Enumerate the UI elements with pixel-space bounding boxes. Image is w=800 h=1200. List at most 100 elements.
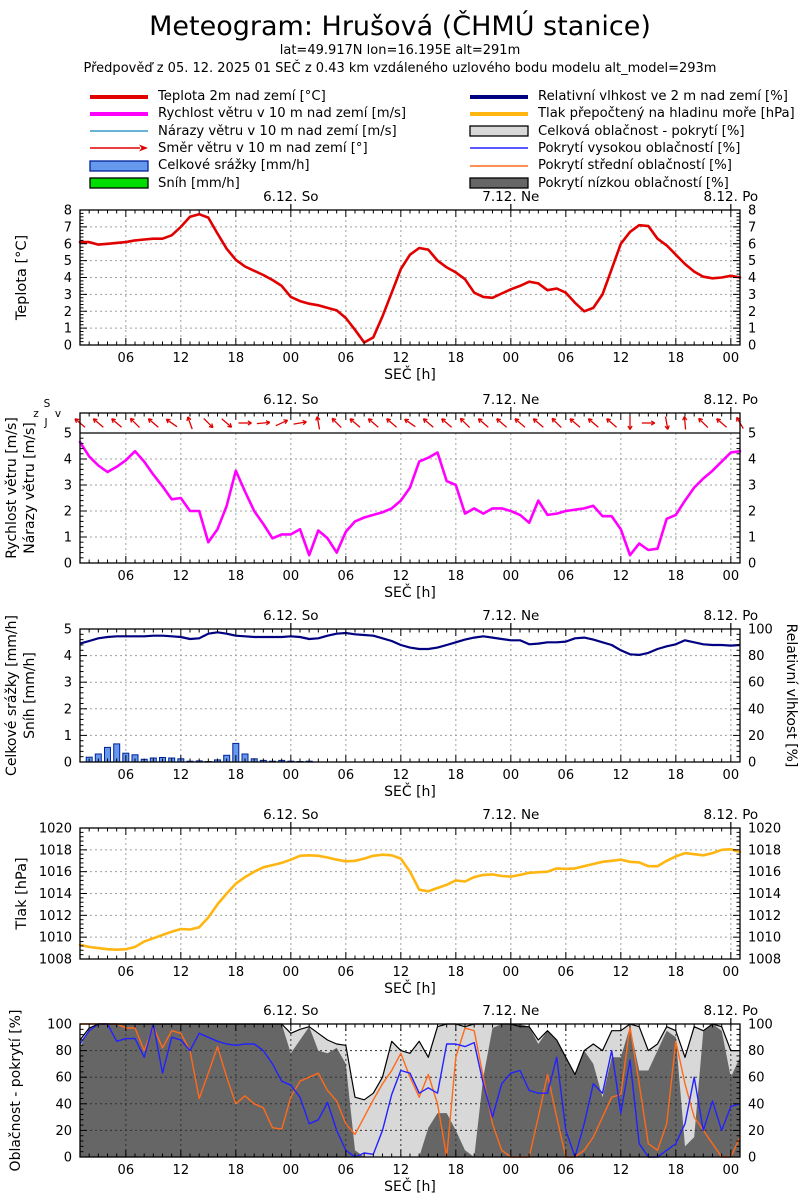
svg-text:60: 60 <box>55 1071 72 1086</box>
svg-text:18: 18 <box>668 768 685 783</box>
legend-swatch-wind-gusts-icon <box>90 130 148 132</box>
svg-text:5: 5 <box>64 254 72 269</box>
svg-text:06: 06 <box>118 351 135 366</box>
svg-text:80: 80 <box>55 1044 72 1059</box>
legend-label: Směr větru v 10 m nad zemí [°] <box>158 140 368 156</box>
svg-text:06: 06 <box>118 569 135 584</box>
svg-text:1: 1 <box>64 531 72 546</box>
svg-text:1014: 1014 <box>748 887 781 902</box>
legend-label: Teplota 2m nad zemí [°C] <box>158 89 326 104</box>
svg-text:12: 12 <box>173 965 190 980</box>
svg-text:SEČ [h]: SEČ [h] <box>384 365 436 383</box>
series-temperature <box>78 212 742 344</box>
svg-text:2: 2 <box>64 702 72 717</box>
svg-text:12: 12 <box>393 351 410 366</box>
svg-text:1016: 1016 <box>39 865 72 880</box>
svg-text:00: 00 <box>723 569 740 584</box>
wind-direction-arrows <box>74 416 744 430</box>
svg-text:Oblačnost - pokrytí [%]: Oblačnost - pokrytí [%] <box>8 1010 24 1172</box>
svg-text:8: 8 <box>64 204 72 219</box>
svg-text:60: 60 <box>748 1071 765 1086</box>
svg-text:1: 1 <box>748 322 756 337</box>
svg-text:06: 06 <box>338 1163 355 1178</box>
legend-item-snow: Sníh [mm/h] <box>88 175 240 192</box>
legend-item-cloud-high: Pokrytí vysokou oblačností [%] <box>468 140 740 157</box>
svg-text:06: 06 <box>558 351 575 366</box>
svg-text:1018: 1018 <box>748 843 781 858</box>
svg-text:SEČ [h]: SEČ [h] <box>384 979 436 997</box>
svg-text:18: 18 <box>668 965 685 980</box>
svg-text:7.12. Ne: 7.12. Ne <box>482 609 539 624</box>
svg-text:12: 12 <box>173 569 190 584</box>
legend-label: Relativní vlhkost ve 2 m nad zemí [%] <box>538 89 788 104</box>
legend-item-wind-direction: Směr větru v 10 m nad zemí [°] <box>88 140 368 157</box>
svg-text:1020: 1020 <box>748 822 781 837</box>
svg-text:4: 4 <box>748 453 756 468</box>
svg-text:06: 06 <box>558 965 575 980</box>
svg-text:1018: 1018 <box>39 843 72 858</box>
svg-text:4: 4 <box>748 271 756 286</box>
series-wind-speed <box>78 440 742 557</box>
svg-text:0: 0 <box>748 1151 756 1166</box>
svg-text:1016: 1016 <box>748 865 781 880</box>
legend-swatch-cloud-mid-icon <box>470 164 528 167</box>
legend-swatch-pressure-icon <box>470 111 528 116</box>
svg-text:100: 100 <box>47 1018 72 1033</box>
svg-text:18: 18 <box>668 569 685 584</box>
compass-rose-icon: Sz vJ <box>33 398 61 429</box>
svg-text:00: 00 <box>503 351 520 366</box>
svg-text:7.12. Ne: 7.12. Ne <box>482 1004 539 1019</box>
svg-text:06: 06 <box>558 768 575 783</box>
svg-text:00: 00 <box>723 1163 740 1178</box>
legend-label: Pokrytí vysokou oblačností [%] <box>538 140 741 156</box>
legend-label: Pokrytí střední oblačností [%] <box>538 158 732 174</box>
legend-item-cloud-low: Pokrytí nízkou oblačností [%] <box>468 175 729 192</box>
svg-text:18: 18 <box>448 768 465 783</box>
svg-text:12: 12 <box>393 965 410 980</box>
svg-text:1020: 1020 <box>39 822 72 837</box>
svg-text:18: 18 <box>668 1163 685 1178</box>
svg-text:0: 0 <box>64 756 72 771</box>
svg-text:1012: 1012 <box>748 909 781 924</box>
svg-text:00: 00 <box>723 965 740 980</box>
svg-text:5: 5 <box>748 427 756 442</box>
chart-wind: 0 01 12 23 34 45 506 12 18 00 06 12 18 00 06 12 18 006.12… <box>4 393 759 601</box>
svg-text:06: 06 <box>338 768 355 783</box>
legend-label: Tlak přepočtený na hladinu moře [hPa] <box>538 106 795 122</box>
svg-text:3: 3 <box>748 288 756 303</box>
svg-text:06: 06 <box>558 569 575 584</box>
svg-text:SEČ [h]: SEČ [h] <box>384 1177 436 1195</box>
svg-text:3: 3 <box>64 676 72 691</box>
series-cloud-high <box>79 1023 741 1158</box>
chart-temperature: 0 01 12 23 34 45 56 67 78 806 12 18 00 06 12 18 00 06 12 18… <box>14 190 758 383</box>
svg-text:8.12. Po: 8.12. Po <box>704 393 759 408</box>
legend-label: Pokrytí nízkou oblačností [%] <box>538 175 729 191</box>
svg-text:SEČ [h]: SEČ [h] <box>384 583 436 601</box>
svg-text:18: 18 <box>228 569 245 584</box>
svg-text:5: 5 <box>64 427 72 442</box>
svg-text:7: 7 <box>64 220 72 235</box>
svg-text:1008: 1008 <box>39 953 72 968</box>
svg-text:20: 20 <box>748 729 765 744</box>
svg-text:12: 12 <box>613 768 630 783</box>
svg-text:18: 18 <box>228 768 245 783</box>
svg-text:z: z <box>33 408 39 420</box>
svg-text:40: 40 <box>55 1097 72 1112</box>
legend-swatch-precipitation-icon <box>89 160 149 172</box>
svg-text:3: 3 <box>64 288 72 303</box>
svg-text:60: 60 <box>748 676 765 691</box>
legend: Teplota 2m nad zemí [°C] Rychlost větru v… <box>0 88 800 192</box>
svg-text:20: 20 <box>55 1124 72 1139</box>
svg-text:1: 1 <box>64 729 72 744</box>
svg-text:6: 6 <box>748 237 756 252</box>
svg-text:12: 12 <box>393 569 410 584</box>
svg-text:18: 18 <box>668 351 685 366</box>
subtitle-forecast: Předpověď z 05. 12. 2025 01 SEČ z 0.43 k… <box>83 61 717 76</box>
page-title: Meteogram: Hrušová (ČHMÚ stanice) <box>149 11 651 42</box>
svg-text:00: 00 <box>503 569 520 584</box>
svg-text:0: 0 <box>64 1151 72 1166</box>
svg-text:100: 100 <box>748 623 773 638</box>
svg-text:7: 7 <box>748 220 756 235</box>
svg-text:6.12. So: 6.12. So <box>263 1004 318 1019</box>
svg-text:1010: 1010 <box>748 931 781 946</box>
